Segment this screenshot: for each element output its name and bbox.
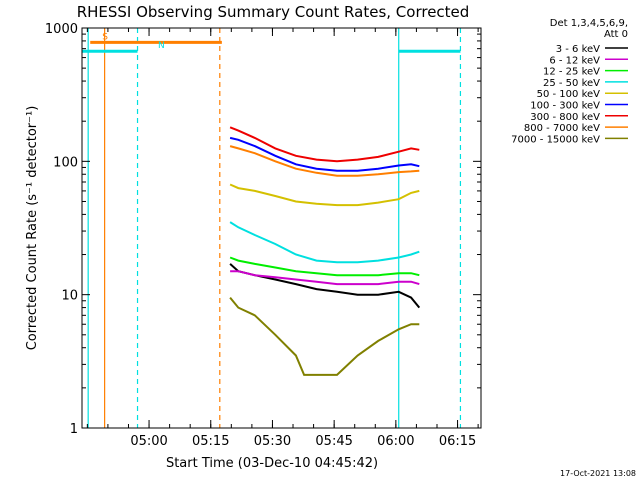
series-line [229,145,420,177]
vertical-markers [87,28,462,428]
y-tick-label: 100 [53,155,78,170]
legend-header: Att 0 [604,29,628,40]
y-tick-label: 10 [61,289,78,304]
series-line [230,270,420,286]
x-tick-label: 05:45 [315,434,352,449]
y-axis-label: Corrected Count Rate (s⁻¹ detector⁻¹) [25,106,40,351]
series-line [229,136,420,172]
legend-label: 12 - 25 keV [543,67,600,78]
series-line [229,183,420,207]
y-tick-label: 1000 [45,22,78,37]
annotation-label: S [102,32,108,42]
annotation-bars: SN [82,32,461,53]
series-line [229,256,420,277]
legend-label: 100 - 300 keV [530,101,600,112]
legend-label: 800 - 7000 keV [524,123,600,134]
footer-timestamp: 17-Oct-2021 13:08 [560,469,636,478]
x-tick-label: 05:30 [254,434,291,449]
legend-label: 300 - 800 keV [530,112,600,123]
series-line [229,296,420,376]
legend-label: 7000 - 15000 keV [511,134,600,145]
x-tick-label: 05:15 [192,434,229,449]
series-layer [229,126,421,376]
plot-frame [81,27,482,429]
axes: 1 10 100 1000 05:00 05:15 05:30 05:45 06:00 06:15 [45,22,481,449]
x-axis-label: Start Time (03-Dec-10 04:45:42) [166,456,378,471]
x-tick-label: 06:00 [377,434,414,449]
legend-header: Det 1,3,4,5,6,9, [550,18,628,29]
series-line [229,221,420,264]
annotation-label: N [158,41,165,51]
legend-label: 50 - 100 keV [537,89,601,100]
x-tick-label: 06:15 [439,434,476,449]
x-tick-label: 05:00 [130,434,167,449]
legend-label: 6 - 12 keV [549,55,600,66]
y-tick-label: 1 [70,422,78,437]
legend-label: 25 - 50 keV [543,78,600,89]
series-line [229,126,420,163]
legend-label: 3 - 6 keV [556,44,600,55]
chart-title: RHESSI Observing Summary Count Rates, Co… [77,3,470,21]
